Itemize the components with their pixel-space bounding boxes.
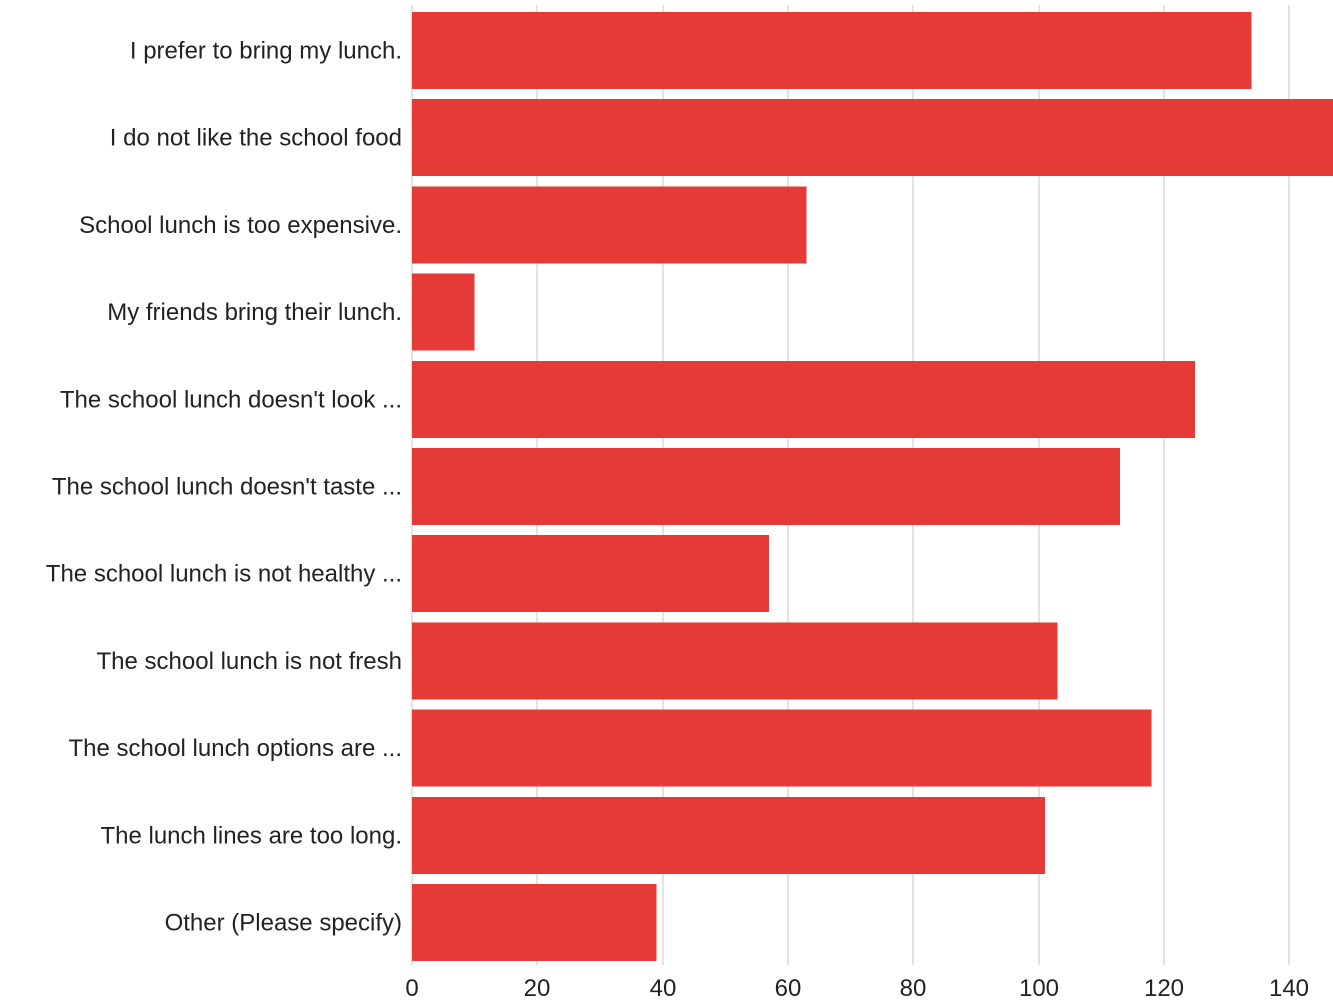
category-label-10: The lunch lines are too long. (100, 822, 402, 849)
category-labels: I prefer to bring my lunch. I do not like… (46, 38, 402, 937)
category-label-6: The school lunch doesn't taste ... (52, 474, 402, 501)
bar-1 (412, 12, 1252, 89)
bar-8 (412, 622, 1058, 700)
x-tick-label-100: 100 (1019, 975, 1059, 1002)
x-tick-label-120: 120 (1144, 975, 1184, 1002)
x-tick-label-80: 80 (900, 975, 927, 1002)
bar-6 (412, 448, 1120, 525)
category-label-7: The school lunch is not healthy ... (46, 561, 402, 588)
x-tick-label-140: 140 (1269, 975, 1309, 1002)
x-tick-label-20: 20 (524, 975, 551, 1002)
x-tick-label-40: 40 (650, 975, 677, 1002)
category-label-3: School lunch is too expensive. (79, 212, 402, 239)
category-label-5: The school lunch doesn't look ... (60, 386, 402, 413)
bar-11 (412, 884, 657, 961)
bar-9 (412, 709, 1152, 787)
category-label-1: I prefer to bring my lunch. (130, 38, 402, 65)
bars (412, 12, 1333, 961)
category-label-11: Other (Please specify) (165, 910, 402, 937)
category-label-4: My friends bring their lunch. (107, 299, 402, 326)
category-label-8: The school lunch is not fresh (97, 648, 403, 675)
bar-3 (412, 186, 807, 264)
bar-5 (412, 360, 1196, 438)
x-tick-label-60: 60 (775, 975, 802, 1002)
bar-4 (412, 273, 475, 351)
bar-10 (412, 796, 1045, 874)
x-tick-label-0: 0 (405, 975, 418, 1002)
category-label-2: I do not like the school food (110, 125, 402, 152)
bar-7 (412, 535, 770, 613)
category-label-9: The school lunch options are ... (68, 735, 402, 762)
x-axis-ticks: 0 20 40 60 80 100 120 140 (405, 975, 1309, 1002)
bar-2 (412, 99, 1333, 177)
